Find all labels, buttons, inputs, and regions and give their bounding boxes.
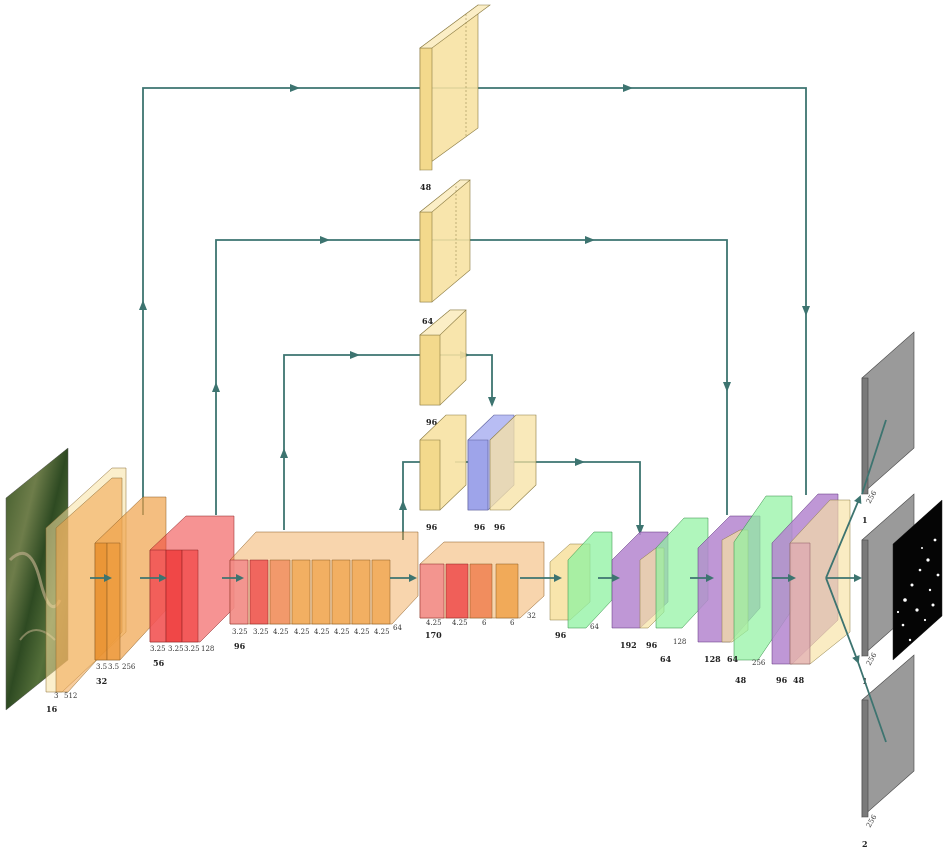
dim-s4-4: 32 bbox=[527, 612, 536, 620]
arrow-head-icon bbox=[280, 448, 288, 458]
label-dec4-b: 64 bbox=[727, 654, 739, 664]
arrow-head-icon bbox=[585, 236, 595, 244]
output-mask-image bbox=[892, 499, 943, 661]
dim-dec1: 64 bbox=[590, 623, 599, 631]
decoder-stage-6: 96 48 bbox=[771, 493, 851, 685]
label-top3: 96 bbox=[426, 417, 438, 427]
output-plane-1: 256 1 bbox=[861, 331, 915, 525]
arrow-head-icon bbox=[623, 84, 633, 92]
label-dec4-bottom: 128 bbox=[704, 654, 721, 664]
dim-s4-0: 4.25 bbox=[426, 619, 442, 627]
label-out1: 1 bbox=[862, 515, 868, 525]
decoder-stage-1: 96 64 bbox=[549, 531, 613, 640]
label-s3-bottom: 96 bbox=[234, 641, 246, 651]
dim-s2-0: 3.25 bbox=[150, 645, 166, 653]
dim-s1-0: 3.5 bbox=[96, 663, 107, 671]
dim-s1-1: 3.5 bbox=[108, 663, 119, 671]
label-mid-right: 96 bbox=[494, 522, 506, 532]
output-plane-3: 256 2 bbox=[857, 654, 915, 849]
label-dec2-bottom: 192 bbox=[620, 640, 637, 650]
main-flow-arrows bbox=[90, 495, 862, 664]
label-top1: 48 bbox=[420, 182, 432, 192]
label-s2-bottom: 56 bbox=[153, 658, 165, 668]
arrow-head-icon bbox=[723, 382, 731, 392]
arrow-head-icon bbox=[575, 458, 585, 466]
top-block-48: 48 bbox=[419, 4, 491, 192]
label-mid-left: 96 bbox=[426, 522, 438, 532]
dim-dec3: 128 bbox=[673, 638, 686, 646]
dim-s3-7: 4.25 bbox=[374, 628, 390, 636]
top-block-64: 64 bbox=[419, 179, 471, 326]
encoder-stage-1: 3.5 3.5 256 32 bbox=[94, 496, 167, 686]
dim-dec4: 256 bbox=[752, 659, 766, 667]
skip-connection-middle bbox=[212, 236, 731, 515]
arrow-head-icon bbox=[320, 236, 330, 244]
dim-s3-8: 64 bbox=[393, 624, 402, 632]
encoder-stage-4: 4.25 4.25 6 6 32 170 bbox=[419, 541, 545, 640]
label-top2: 64 bbox=[422, 316, 434, 326]
decoder-stage-2: 192 96 128 64 bbox=[611, 517, 709, 664]
arrow-head-icon bbox=[636, 525, 644, 535]
dim-s3-6: 4.25 bbox=[354, 628, 370, 636]
arrow-head-icon bbox=[802, 306, 810, 316]
dim-input-0: 3 bbox=[54, 692, 58, 700]
arrow-head-icon bbox=[212, 382, 220, 392]
dim-s3-0: 3.25 bbox=[232, 628, 248, 636]
mid-block-yellow: 96 bbox=[419, 414, 467, 532]
encoder-stage-3: 3.25 3.25 4.25 4.25 4.25 4.25 4.25 4.25 … bbox=[229, 531, 419, 651]
arrow-head-icon bbox=[139, 300, 147, 310]
dim-s3-2: 4.25 bbox=[273, 628, 289, 636]
encoder-stage-2: 3.25 3.25 3.25 128 56 bbox=[149, 515, 235, 668]
dim-s4-3: 6 bbox=[510, 619, 515, 627]
arrow-head-icon bbox=[290, 84, 300, 92]
mid-block-yellow-right: 96 bbox=[489, 414, 537, 532]
dim-s2-1: 3.25 bbox=[168, 645, 184, 653]
label-dec6-b: 48 bbox=[793, 675, 805, 685]
label-s1-bottom: 32 bbox=[96, 676, 107, 686]
arrow-head-icon bbox=[488, 397, 496, 407]
dim-s3-3: 4.25 bbox=[294, 628, 310, 636]
dim-s1-2: 256 bbox=[122, 663, 136, 671]
label-dec2-b: 96 bbox=[646, 640, 658, 650]
dim-s4-1: 4.25 bbox=[452, 619, 468, 627]
arrow-head-icon bbox=[399, 500, 407, 510]
label-dec1-bottom: 96 bbox=[555, 630, 567, 640]
top-block-96: 96 bbox=[419, 309, 467, 427]
dim-s4-2: 6 bbox=[482, 619, 487, 627]
label-dec3-bottom: 64 bbox=[660, 654, 672, 664]
dim-input-1: 512 bbox=[64, 692, 77, 700]
dim-s3-4: 4.25 bbox=[314, 628, 330, 636]
label-s4-bottom: 170 bbox=[425, 630, 442, 640]
arrow-head-icon bbox=[350, 351, 360, 359]
label-mid-blue: 96 bbox=[474, 522, 486, 532]
dim-s3-5: 4.25 bbox=[334, 628, 350, 636]
dim-s3-1: 3.25 bbox=[253, 628, 269, 636]
label-out3: 2 bbox=[862, 839, 868, 849]
dim-s2-3: 128 bbox=[201, 645, 214, 653]
label-input-bottom: 16 bbox=[46, 704, 58, 714]
label-dec5-bottom: 48 bbox=[735, 675, 747, 685]
label-dec6-bottom: 96 bbox=[776, 675, 788, 685]
dim-s2-2: 3.25 bbox=[184, 645, 200, 653]
